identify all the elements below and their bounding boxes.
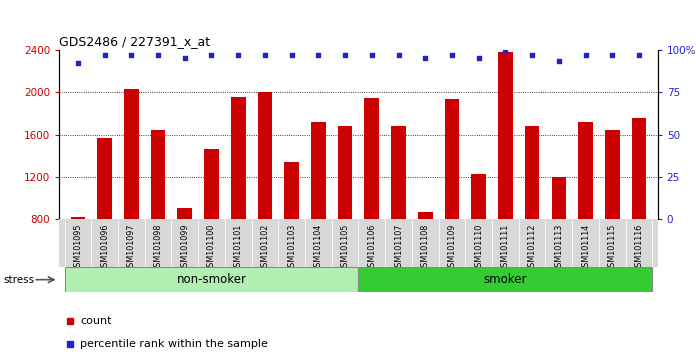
Point	[72, 60, 84, 66]
Bar	[204, 149, 219, 304]
Bar	[551, 177, 567, 304]
Point	[500, 48, 511, 54]
Point	[446, 52, 457, 57]
Bar	[605, 130, 619, 304]
Bar	[358, 267, 652, 292]
Bar	[365, 98, 379, 304]
Point	[286, 52, 297, 57]
Text: GSM101104: GSM101104	[314, 223, 323, 272]
Text: GSM101106: GSM101106	[367, 223, 377, 272]
Point	[473, 55, 484, 61]
Bar	[124, 89, 139, 304]
Bar	[70, 217, 85, 304]
Text: GSM101105: GSM101105	[340, 223, 349, 272]
Text: GSM101108: GSM101108	[421, 223, 429, 272]
Bar	[338, 126, 352, 304]
Bar	[418, 212, 433, 304]
Text: percentile rank within the sample: percentile rank within the sample	[80, 339, 268, 349]
Bar	[391, 126, 406, 304]
Text: GSM101115: GSM101115	[608, 223, 617, 272]
Text: stress: stress	[3, 275, 35, 285]
Text: GSM101113: GSM101113	[554, 223, 563, 272]
Text: GSM101111: GSM101111	[501, 223, 510, 272]
Text: GSM101107: GSM101107	[394, 223, 403, 272]
Point	[126, 52, 137, 57]
Bar	[177, 208, 192, 304]
Text: GSM101112: GSM101112	[528, 223, 537, 272]
Bar	[97, 138, 112, 304]
Point	[393, 52, 404, 57]
Text: GSM101100: GSM101100	[207, 223, 216, 272]
Bar	[231, 97, 246, 304]
Point	[260, 52, 271, 57]
Text: GSM101109: GSM101109	[448, 223, 457, 272]
Text: GSM101097: GSM101097	[127, 223, 136, 272]
Point	[152, 52, 164, 57]
Text: smoker: smoker	[484, 273, 527, 286]
Bar	[258, 92, 272, 304]
Bar	[578, 122, 593, 304]
Bar	[311, 122, 326, 304]
Bar	[284, 162, 299, 304]
Point	[232, 52, 244, 57]
Text: GSM101101: GSM101101	[234, 223, 243, 272]
Text: GSM101114: GSM101114	[581, 223, 590, 272]
Bar	[471, 174, 486, 304]
Point	[99, 52, 110, 57]
Point	[179, 55, 190, 61]
Bar	[525, 126, 539, 304]
Bar	[445, 99, 459, 304]
Text: GDS2486 / 227391_x_at: GDS2486 / 227391_x_at	[59, 35, 210, 48]
Point	[420, 55, 431, 61]
Text: GSM101099: GSM101099	[180, 223, 189, 272]
Point	[580, 52, 591, 57]
Text: non-smoker: non-smoker	[177, 273, 246, 286]
Point	[527, 52, 538, 57]
Point	[340, 52, 351, 57]
Text: GSM101095: GSM101095	[73, 223, 82, 272]
Bar	[150, 130, 166, 304]
Point	[313, 52, 324, 57]
Point	[206, 52, 217, 57]
Point	[633, 52, 644, 57]
Bar	[65, 267, 358, 292]
Text: GSM101103: GSM101103	[287, 223, 296, 272]
Text: count: count	[80, 316, 111, 326]
Point	[366, 52, 377, 57]
Point	[607, 52, 618, 57]
Bar	[632, 118, 647, 304]
Text: GSM101098: GSM101098	[154, 223, 163, 272]
Text: GSM101096: GSM101096	[100, 223, 109, 272]
Text: GSM101102: GSM101102	[260, 223, 269, 272]
Text: GSM101116: GSM101116	[635, 223, 644, 272]
Bar	[498, 52, 513, 304]
Text: GSM101110: GSM101110	[474, 223, 483, 272]
Point	[553, 59, 564, 64]
